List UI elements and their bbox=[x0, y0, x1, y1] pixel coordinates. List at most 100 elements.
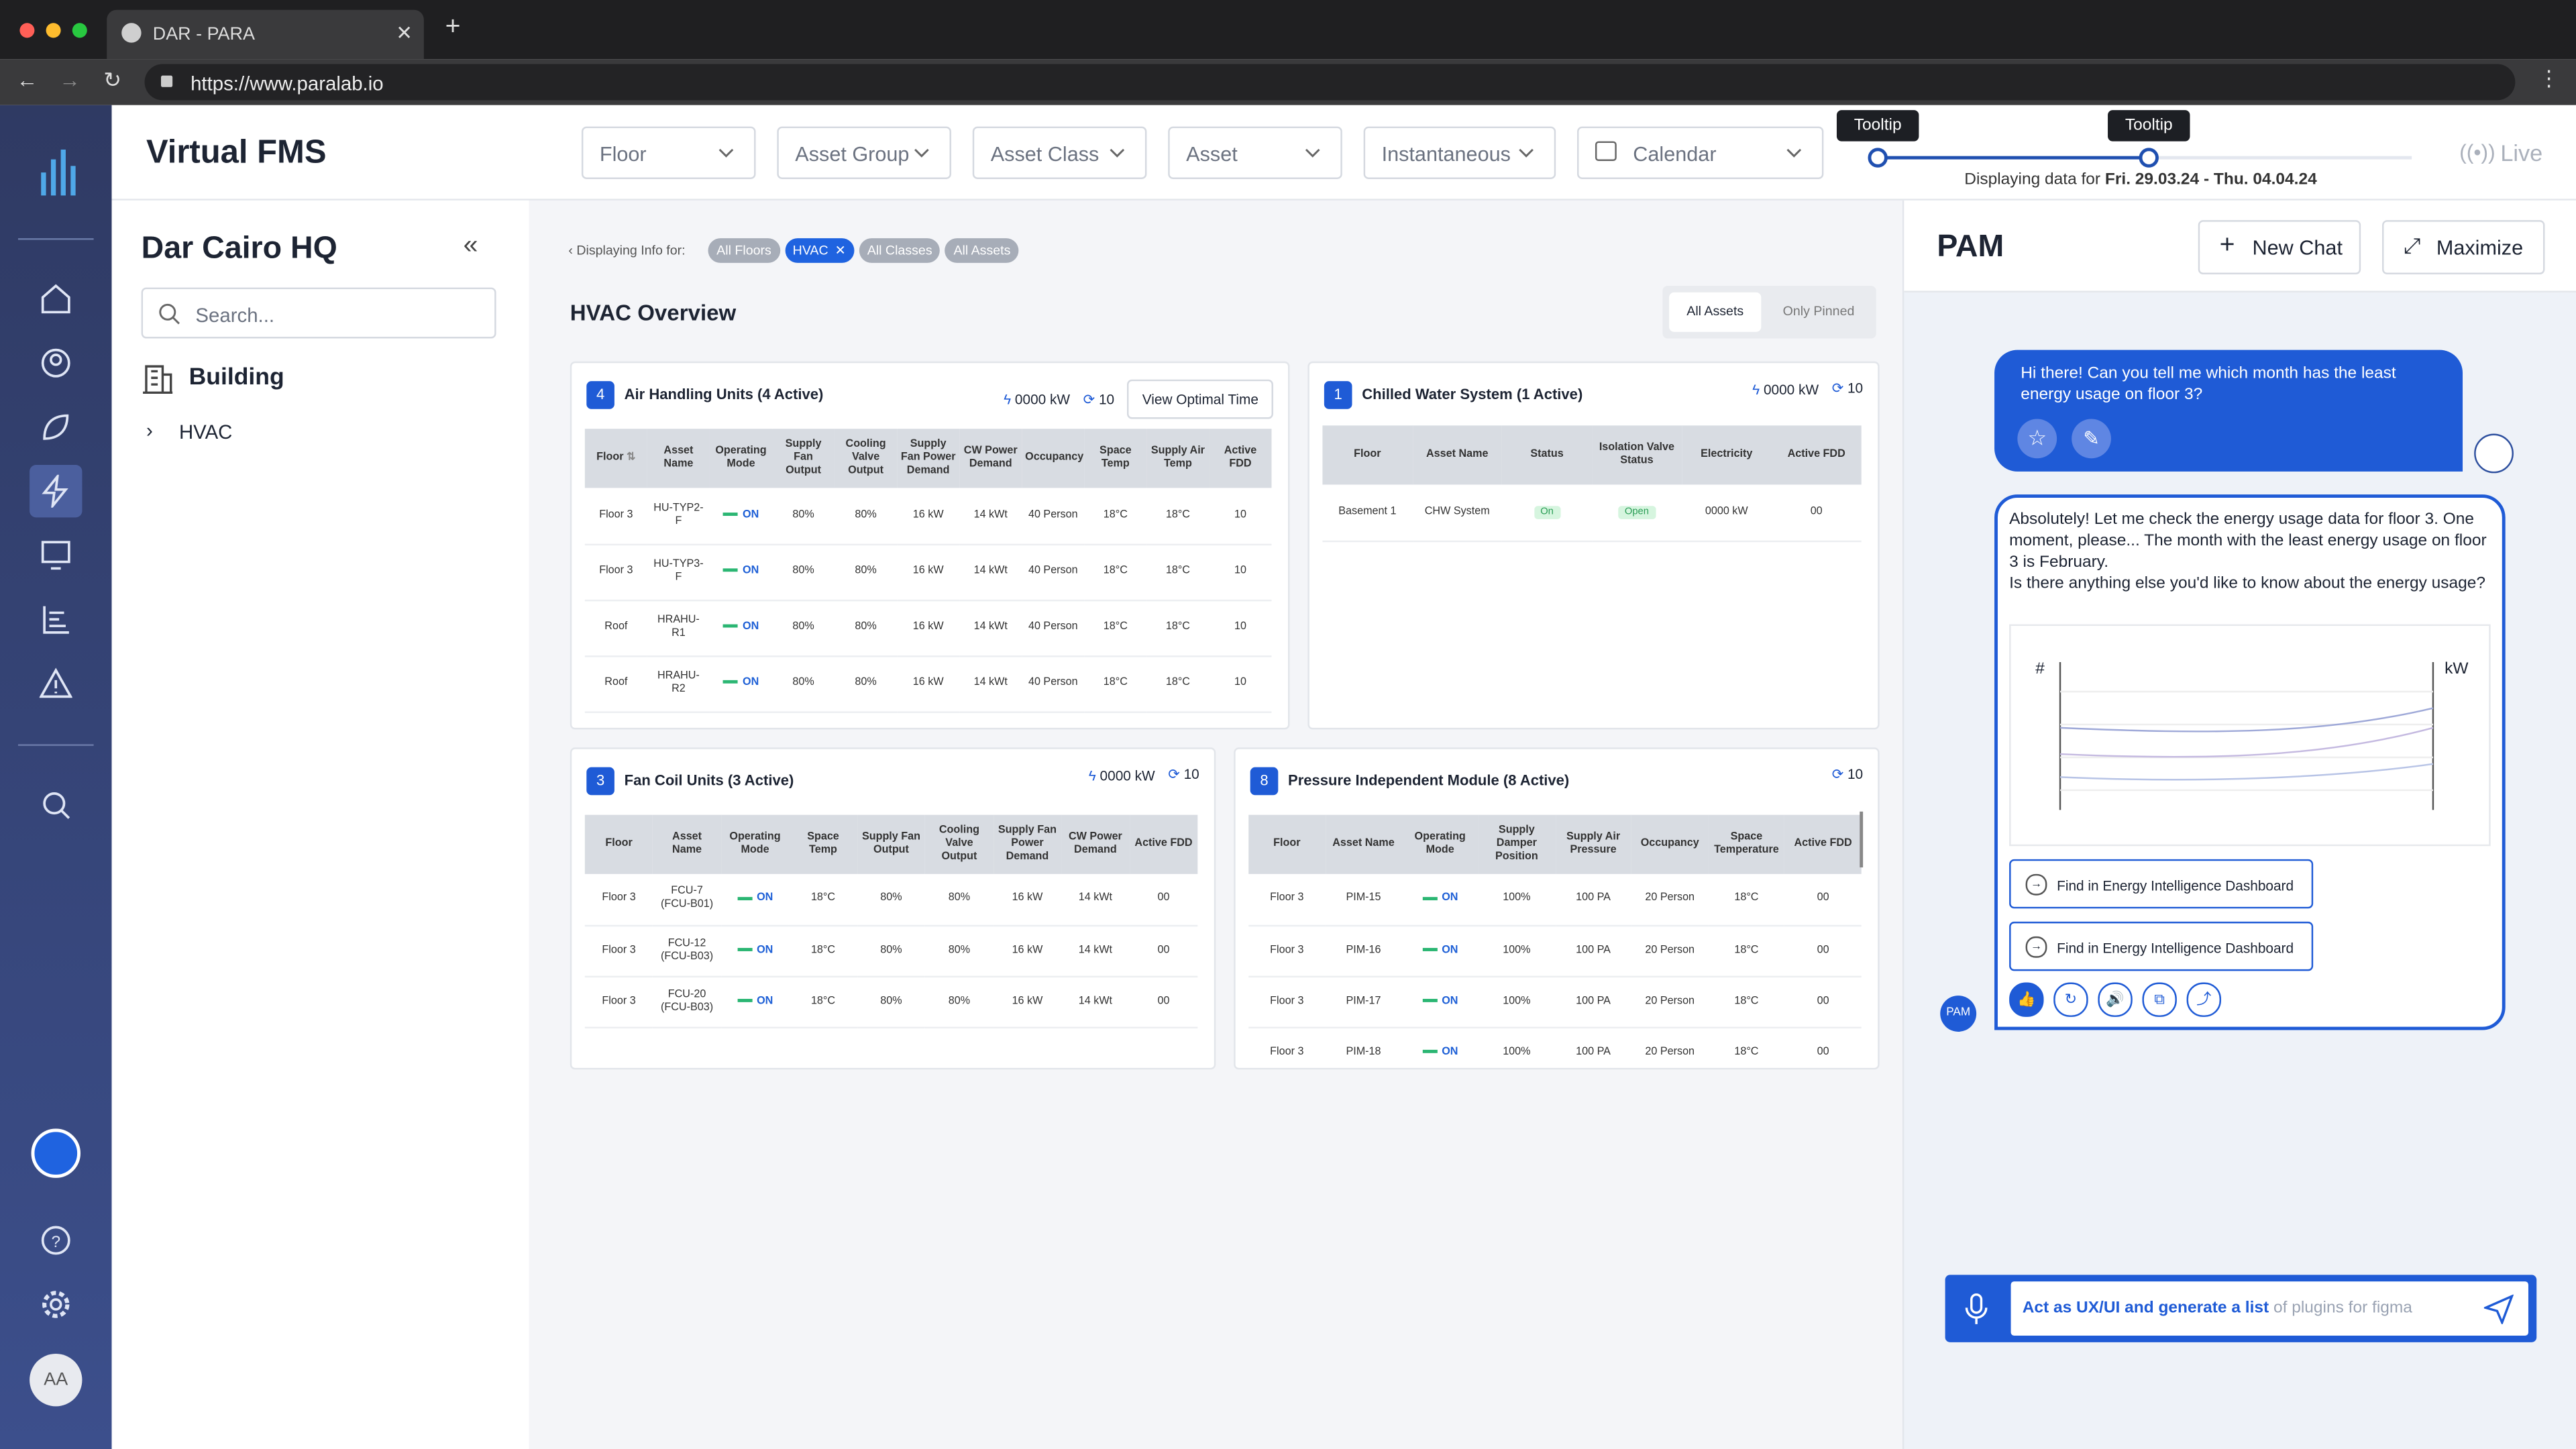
tab[interactable]: DAR - PARA ✕ bbox=[107, 9, 424, 60]
maximize[interactable]: ⤢ Maximize bbox=[2382, 220, 2545, 274]
cell-text: On bbox=[1534, 505, 1560, 519]
cell-text: 40 Person bbox=[1028, 621, 1078, 633]
filter[interactable]: Asset bbox=[1168, 126, 1342, 179]
active-item[interactable] bbox=[30, 465, 83, 518]
table-body: Basement 1 CHW System On Open 0000 kW 00 bbox=[1322, 484, 1862, 541]
new-chat[interactable]: + New Chat bbox=[2198, 220, 2361, 274]
message-action[interactable]: ⤴ bbox=[2186, 982, 2222, 1017]
cell-text: 80% bbox=[855, 508, 877, 521]
tooltip: Tooltip bbox=[2108, 110, 2190, 142]
table-cell: 00 bbox=[1784, 873, 1862, 926]
help-icon[interactable]: ? bbox=[40, 1224, 72, 1256]
table-cell: PIM-15 bbox=[1325, 873, 1402, 926]
filter[interactable]: Floor bbox=[581, 126, 756, 179]
power-value: 0000 kW bbox=[1014, 390, 1071, 408]
pam-icon[interactable] bbox=[31, 1128, 81, 1178]
back[interactable]: ← bbox=[16, 67, 38, 93]
fdd: ⟳ 10 bbox=[1831, 379, 1864, 396]
cell-text: 80% bbox=[948, 994, 971, 1007]
column-label: Supply Damper Position bbox=[1495, 824, 1538, 863]
table-head: Floor ⇅ Asset Name Operating Mode Supply Fa… bbox=[584, 429, 1272, 488]
toggle-option[interactable]: All Assets bbox=[1669, 292, 1762, 332]
filter-chip[interactable]: All Classes bbox=[859, 238, 941, 263]
slider-knob[interactable] bbox=[1868, 148, 1888, 168]
cell-text: 100% bbox=[1503, 944, 1531, 956]
filter[interactable]: Calendar bbox=[1577, 126, 1824, 179]
leaf-icon[interactable] bbox=[40, 411, 72, 443]
table-cell: ON bbox=[720, 873, 790, 926]
filter[interactable]: Asset Group bbox=[777, 126, 951, 179]
message-action[interactable]: 👍 bbox=[2009, 982, 2044, 1017]
filter-chip[interactable]: All Assets bbox=[945, 238, 1019, 263]
energy-icon[interactable] bbox=[40, 474, 72, 508]
input-field[interactable]: Act as UX/UI and generate a list of plug… bbox=[2010, 1281, 2528, 1336]
message-action[interactable]: ↻ bbox=[2053, 982, 2088, 1017]
collapse[interactable]: « bbox=[463, 231, 478, 260]
filter-chip[interactable]: HVAC ✕ bbox=[784, 238, 855, 263]
chat-title: PAM bbox=[1937, 229, 2004, 265]
cell-text: Roof bbox=[604, 621, 628, 633]
column-label: Active FDD bbox=[1224, 445, 1257, 470]
column-label: Supply Fan Power Demand bbox=[900, 437, 956, 477]
close-dot[interactable] bbox=[19, 23, 35, 38]
slider-knob[interactable] bbox=[2139, 148, 2159, 168]
filter[interactable]: Instantaneous bbox=[1363, 126, 1556, 179]
edit-button[interactable]: ✎ bbox=[2072, 419, 2111, 459]
toggle-option[interactable]: Only Pinned bbox=[1782, 304, 1855, 319]
filter-label: Floor bbox=[599, 143, 647, 166]
send[interactable] bbox=[2483, 1294, 2514, 1324]
forward[interactable]: → bbox=[59, 67, 81, 93]
fdd: ⟳ 10 bbox=[1831, 765, 1864, 782]
star-button[interactable]: ☆ bbox=[2017, 419, 2057, 459]
avatar[interactable]: AA bbox=[30, 1353, 83, 1407]
report-icon[interactable] bbox=[40, 603, 72, 636]
mic[interactable] bbox=[1964, 1293, 1990, 1326]
menu[interactable]: ⋮ bbox=[2538, 65, 2560, 91]
alert-icon[interactable] bbox=[39, 667, 72, 700]
header-row: Floor ⇅ Asset Name Operating Mode Supply Fa… bbox=[584, 429, 1272, 488]
table-cell: 100 PA bbox=[1554, 873, 1632, 926]
column-header[interactable]: Floor bbox=[1322, 425, 1413, 485]
cell-text: 10 bbox=[1234, 508, 1246, 521]
monitor-icon[interactable] bbox=[40, 539, 72, 572]
favicon bbox=[121, 23, 142, 43]
cell-text: 14 kWt bbox=[973, 677, 1008, 689]
building-icon bbox=[143, 365, 173, 394]
live-icon[interactable]: ((•)) bbox=[2459, 140, 2496, 164]
panel-button[interactable]: View Optimal Time bbox=[1127, 379, 1273, 419]
message-action[interactable]: ⧉ bbox=[2142, 982, 2177, 1017]
dashboard-link[interactable]: → Find in Energy Intelligence Dashboard bbox=[2009, 921, 2314, 971]
min-dot[interactable] bbox=[46, 23, 61, 38]
max-dot[interactable] bbox=[72, 23, 87, 38]
message-action[interactable]: 🔊 bbox=[2098, 982, 2133, 1017]
filter-chip[interactable]: All Floors bbox=[708, 238, 780, 263]
table-body: Floor 3 HU-TYP2-F ON 80% 80% 16 kW 14 kWt 40 Pe… bbox=[584, 488, 1272, 712]
user-avatar bbox=[2474, 433, 2514, 474]
table-cell: 14 kWt bbox=[1061, 873, 1130, 926]
home-icon[interactable] bbox=[40, 282, 72, 315]
chip-remove[interactable]: ✕ bbox=[835, 243, 846, 258]
tree-root[interactable]: Building bbox=[189, 364, 284, 391]
column-header[interactable]: Floor bbox=[584, 814, 653, 874]
dashboard-link[interactable]: → Find in Energy Intelligence Dashboard bbox=[2009, 859, 2314, 909]
settings-icon[interactable] bbox=[40, 1288, 72, 1321]
tab-close[interactable]: ✕ bbox=[396, 21, 413, 45]
url-field[interactable]: https://www.paralab.io bbox=[144, 64, 2516, 101]
panel-stats: ⟳ 10 bbox=[1832, 765, 1863, 784]
expand[interactable]: › bbox=[146, 419, 153, 442]
search-icon[interactable] bbox=[40, 789, 72, 822]
people-icon[interactable] bbox=[40, 347, 72, 380]
column-header[interactable]: Floor bbox=[1248, 814, 1326, 874]
tree-child[interactable]: HVAC bbox=[178, 420, 233, 444]
column-label: Active FDD bbox=[1134, 837, 1193, 849]
reload[interactable]: ↻ bbox=[103, 67, 121, 93]
filter[interactable]: Asset Class bbox=[972, 126, 1147, 179]
chat-input: Act as UX/UI and generate a list of plug… bbox=[1945, 1275, 2537, 1342]
new-tab[interactable]: + bbox=[445, 13, 461, 42]
search-box[interactable]: Search... bbox=[141, 287, 496, 339]
table-cell: ON bbox=[1401, 924, 1479, 977]
live[interactable]: Live bbox=[2500, 140, 2543, 166]
column-header[interactable]: Floor ⇅ bbox=[584, 429, 647, 488]
cell-text: 18°C bbox=[1165, 565, 1190, 577]
power-value: 0000 kW bbox=[1763, 380, 1819, 397]
